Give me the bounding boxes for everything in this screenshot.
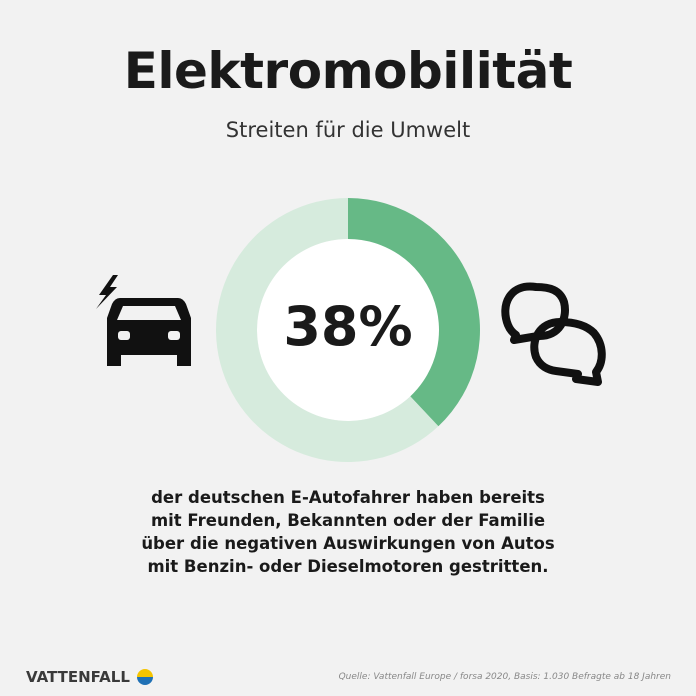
source-note: Quelle: Vattenfall Europe / forsa 2020, … [338, 672, 671, 682]
electric-car-icon [96, 275, 191, 366]
description-line: über die negativen Auswirkungen von Auto… [141, 534, 555, 553]
vattenfall-logo: VATTENFALL [26, 668, 154, 686]
donut-slice-highlight [348, 198, 480, 427]
description-line: mit Benzin- oder Dieselmotoren gestritte… [147, 557, 549, 576]
page-title: Elektromobilität [123, 42, 573, 100]
logo-sun-icon [136, 669, 153, 685]
speech-bubbles-icon [501, 282, 606, 386]
logo-text: VATTENFALL [26, 668, 130, 686]
page-subtitle: Streiten für die Umwelt [225, 118, 471, 142]
percentage-label: 38% [283, 295, 413, 358]
description-text: der deutschen E-Autofahrer haben bereits… [0, 486, 696, 578]
description-line: mit Freunden, Bekannten oder der Familie [150, 511, 546, 530]
description-line: der deutschen E-Autofahrer haben bereits [151, 488, 545, 507]
donut-slice-remainder [215, 198, 439, 462]
donut-center [257, 239, 439, 421]
